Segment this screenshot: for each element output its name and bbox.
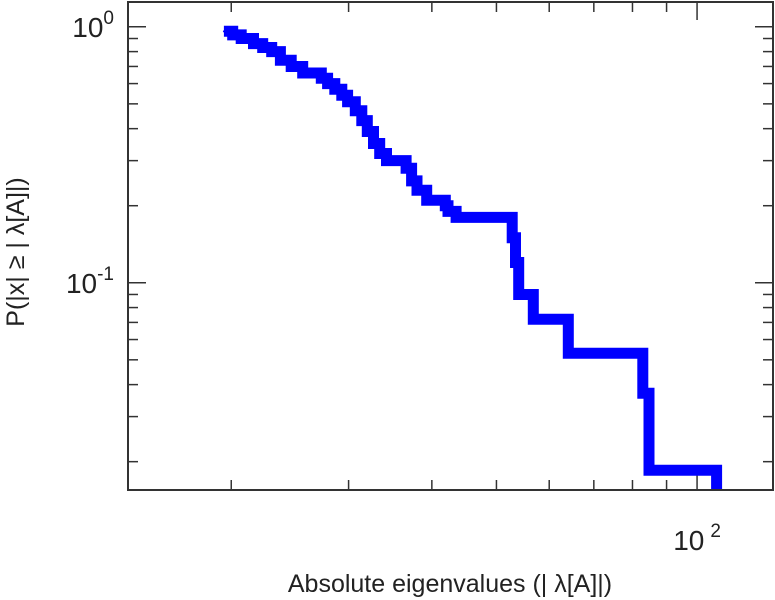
x-axis-label: Absolute eigenvalues (| λ[A]|) (288, 570, 612, 598)
series-layer (222, 25, 723, 491)
y-axis-label: P(|x| ≥ | λ[A]|) (2, 177, 30, 326)
x-tick-label: 10 2 (673, 521, 721, 556)
data-point (372, 142, 375, 145)
y-tick-label: 10-1 (66, 264, 114, 299)
data-point (261, 46, 264, 49)
data-point (354, 109, 357, 112)
data-point (410, 179, 413, 182)
data-point (301, 71, 304, 74)
data-point (517, 293, 520, 296)
y-tick-label-base: 10 (66, 268, 97, 299)
data-point (320, 77, 323, 80)
data-point (514, 261, 517, 264)
data-point (290, 65, 293, 68)
data-point (333, 88, 336, 91)
data-point (444, 204, 447, 207)
data-point (340, 94, 343, 97)
data-point (416, 189, 419, 192)
data-point (567, 352, 570, 355)
y-tick-label: 100 (72, 8, 114, 43)
data-point (511, 236, 514, 239)
data-point (252, 42, 255, 45)
data-point (648, 469, 651, 472)
axis-ticks (128, 2, 773, 490)
data-point (506, 216, 509, 219)
data-point (455, 216, 458, 219)
data-point (346, 100, 349, 103)
x-tick-label-exponent: 2 (710, 521, 721, 542)
series-line (223, 25, 723, 490)
data-point (532, 318, 535, 321)
data-point (425, 199, 428, 202)
data-point (378, 152, 381, 155)
data-point (447, 210, 450, 213)
data-point (385, 159, 388, 162)
y-tick-label-exponent: -1 (97, 264, 114, 285)
data-point (641, 392, 644, 395)
y-tick-label-base: 10 (72, 12, 103, 43)
data-point (405, 167, 408, 170)
data-point (270, 50, 273, 53)
data-point (279, 59, 282, 62)
data-point (366, 130, 369, 133)
data-point (231, 33, 234, 36)
data-point (326, 82, 329, 85)
plot-frame (127, 1, 774, 491)
data-point (222, 30, 225, 33)
data-point (240, 37, 243, 40)
x-tick-label-base: 10 (673, 525, 704, 556)
data-point (360, 119, 363, 122)
y-tick-label-exponent: 0 (103, 8, 114, 29)
